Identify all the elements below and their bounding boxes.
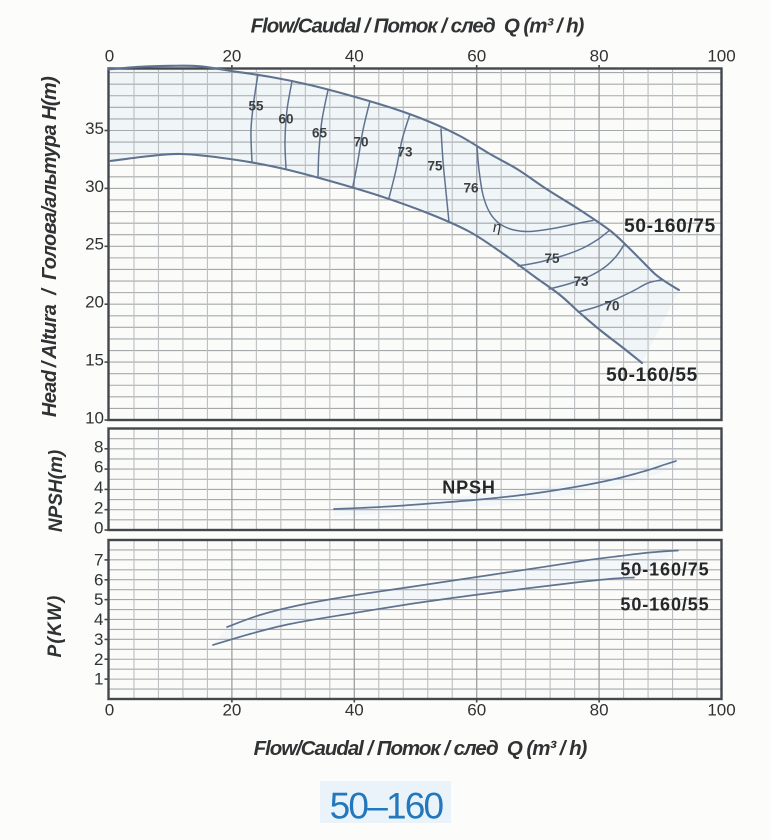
svg-text:75: 75: [427, 159, 443, 174]
svg-text:Flow/Caudal / Поток / след Q: Flow/Caudal / Поток / след Q (m³ / h): [254, 737, 588, 760]
svg-text:8: 8: [94, 437, 103, 456]
svg-text:76: 76: [463, 181, 479, 196]
svg-text:50–160: 50–160: [330, 786, 444, 827]
svg-text:73: 73: [573, 274, 589, 289]
svg-text:50-160/75: 50-160/75: [620, 560, 709, 580]
svg-text:1: 1: [94, 670, 103, 689]
svg-text:50-160/75: 50-160/75: [624, 216, 716, 237]
svg-text:100: 100: [707, 47, 735, 66]
svg-text:6: 6: [94, 570, 103, 589]
svg-text:0: 0: [105, 47, 114, 66]
svg-text:20: 20: [85, 293, 104, 312]
svg-text:6: 6: [94, 458, 103, 477]
svg-text:30: 30: [85, 177, 104, 196]
svg-text:0: 0: [105, 701, 114, 720]
svg-text:NPSH(m): NPSH(m): [46, 450, 67, 532]
svg-text:Head / Altura / Голова/альту: Head / Altura / Голова/альтура H(m): [39, 76, 61, 417]
svg-text:80: 80: [590, 47, 609, 66]
svg-text:60: 60: [467, 47, 486, 66]
svg-text:65: 65: [312, 126, 328, 141]
svg-text:100: 100: [707, 701, 735, 720]
svg-text:70: 70: [604, 299, 619, 314]
svg-text:2: 2: [94, 498, 103, 517]
svg-text:60: 60: [278, 112, 293, 127]
svg-text:73: 73: [397, 145, 413, 160]
svg-text:40: 40: [345, 701, 364, 720]
svg-text:15: 15: [85, 351, 104, 370]
svg-text:0: 0: [94, 519, 103, 538]
svg-text:20: 20: [222, 47, 241, 66]
svg-text:55: 55: [248, 99, 264, 114]
svg-text:2: 2: [94, 650, 103, 669]
svg-text:10: 10: [85, 408, 104, 427]
svg-text:4: 4: [94, 478, 103, 497]
svg-text:50-160/55: 50-160/55: [620, 595, 709, 615]
svg-text:3: 3: [94, 630, 103, 649]
svg-text:Flow/Caudal / Поток / след Q: Flow/Caudal / Поток / след Q (m³ / h): [251, 15, 585, 38]
svg-text:P(KW): P(KW): [45, 595, 66, 658]
svg-text:60: 60: [467, 701, 486, 720]
svg-text:50-160/55: 50-160/55: [606, 365, 698, 386]
svg-text:25: 25: [85, 235, 104, 254]
svg-text:80: 80: [590, 701, 609, 720]
svg-text:40: 40: [345, 47, 364, 66]
svg-text:NPSH: NPSH: [442, 478, 496, 498]
svg-text:20: 20: [222, 701, 241, 720]
svg-text:5: 5: [94, 590, 103, 609]
svg-text:η: η: [493, 219, 501, 236]
svg-text:35: 35: [85, 119, 104, 138]
svg-text:70: 70: [353, 135, 368, 150]
svg-text:7: 7: [94, 551, 103, 570]
svg-text:4: 4: [94, 610, 103, 629]
svg-text:75: 75: [544, 251, 560, 266]
